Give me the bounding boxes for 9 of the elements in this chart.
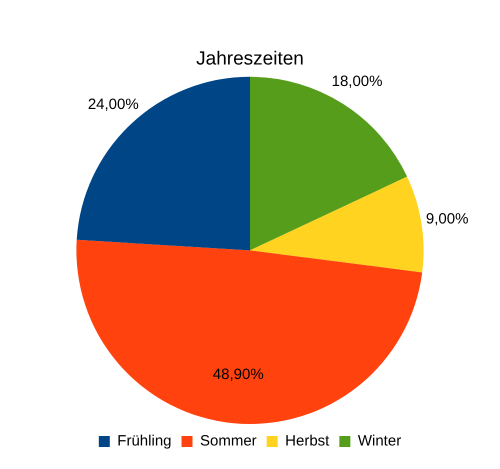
legend-label: Sommer xyxy=(200,432,257,450)
data-label: 9,00% xyxy=(426,210,468,228)
legend-label: Winter xyxy=(358,432,402,450)
legend-label: Frühling xyxy=(117,432,172,450)
legend-label: Herbst xyxy=(285,432,330,450)
data-label: 48,90% xyxy=(212,366,264,383)
data-label: 24,00% xyxy=(88,96,139,114)
chart-title: Jahreszeiten xyxy=(196,48,304,70)
data-label: 18,00% xyxy=(332,73,382,90)
